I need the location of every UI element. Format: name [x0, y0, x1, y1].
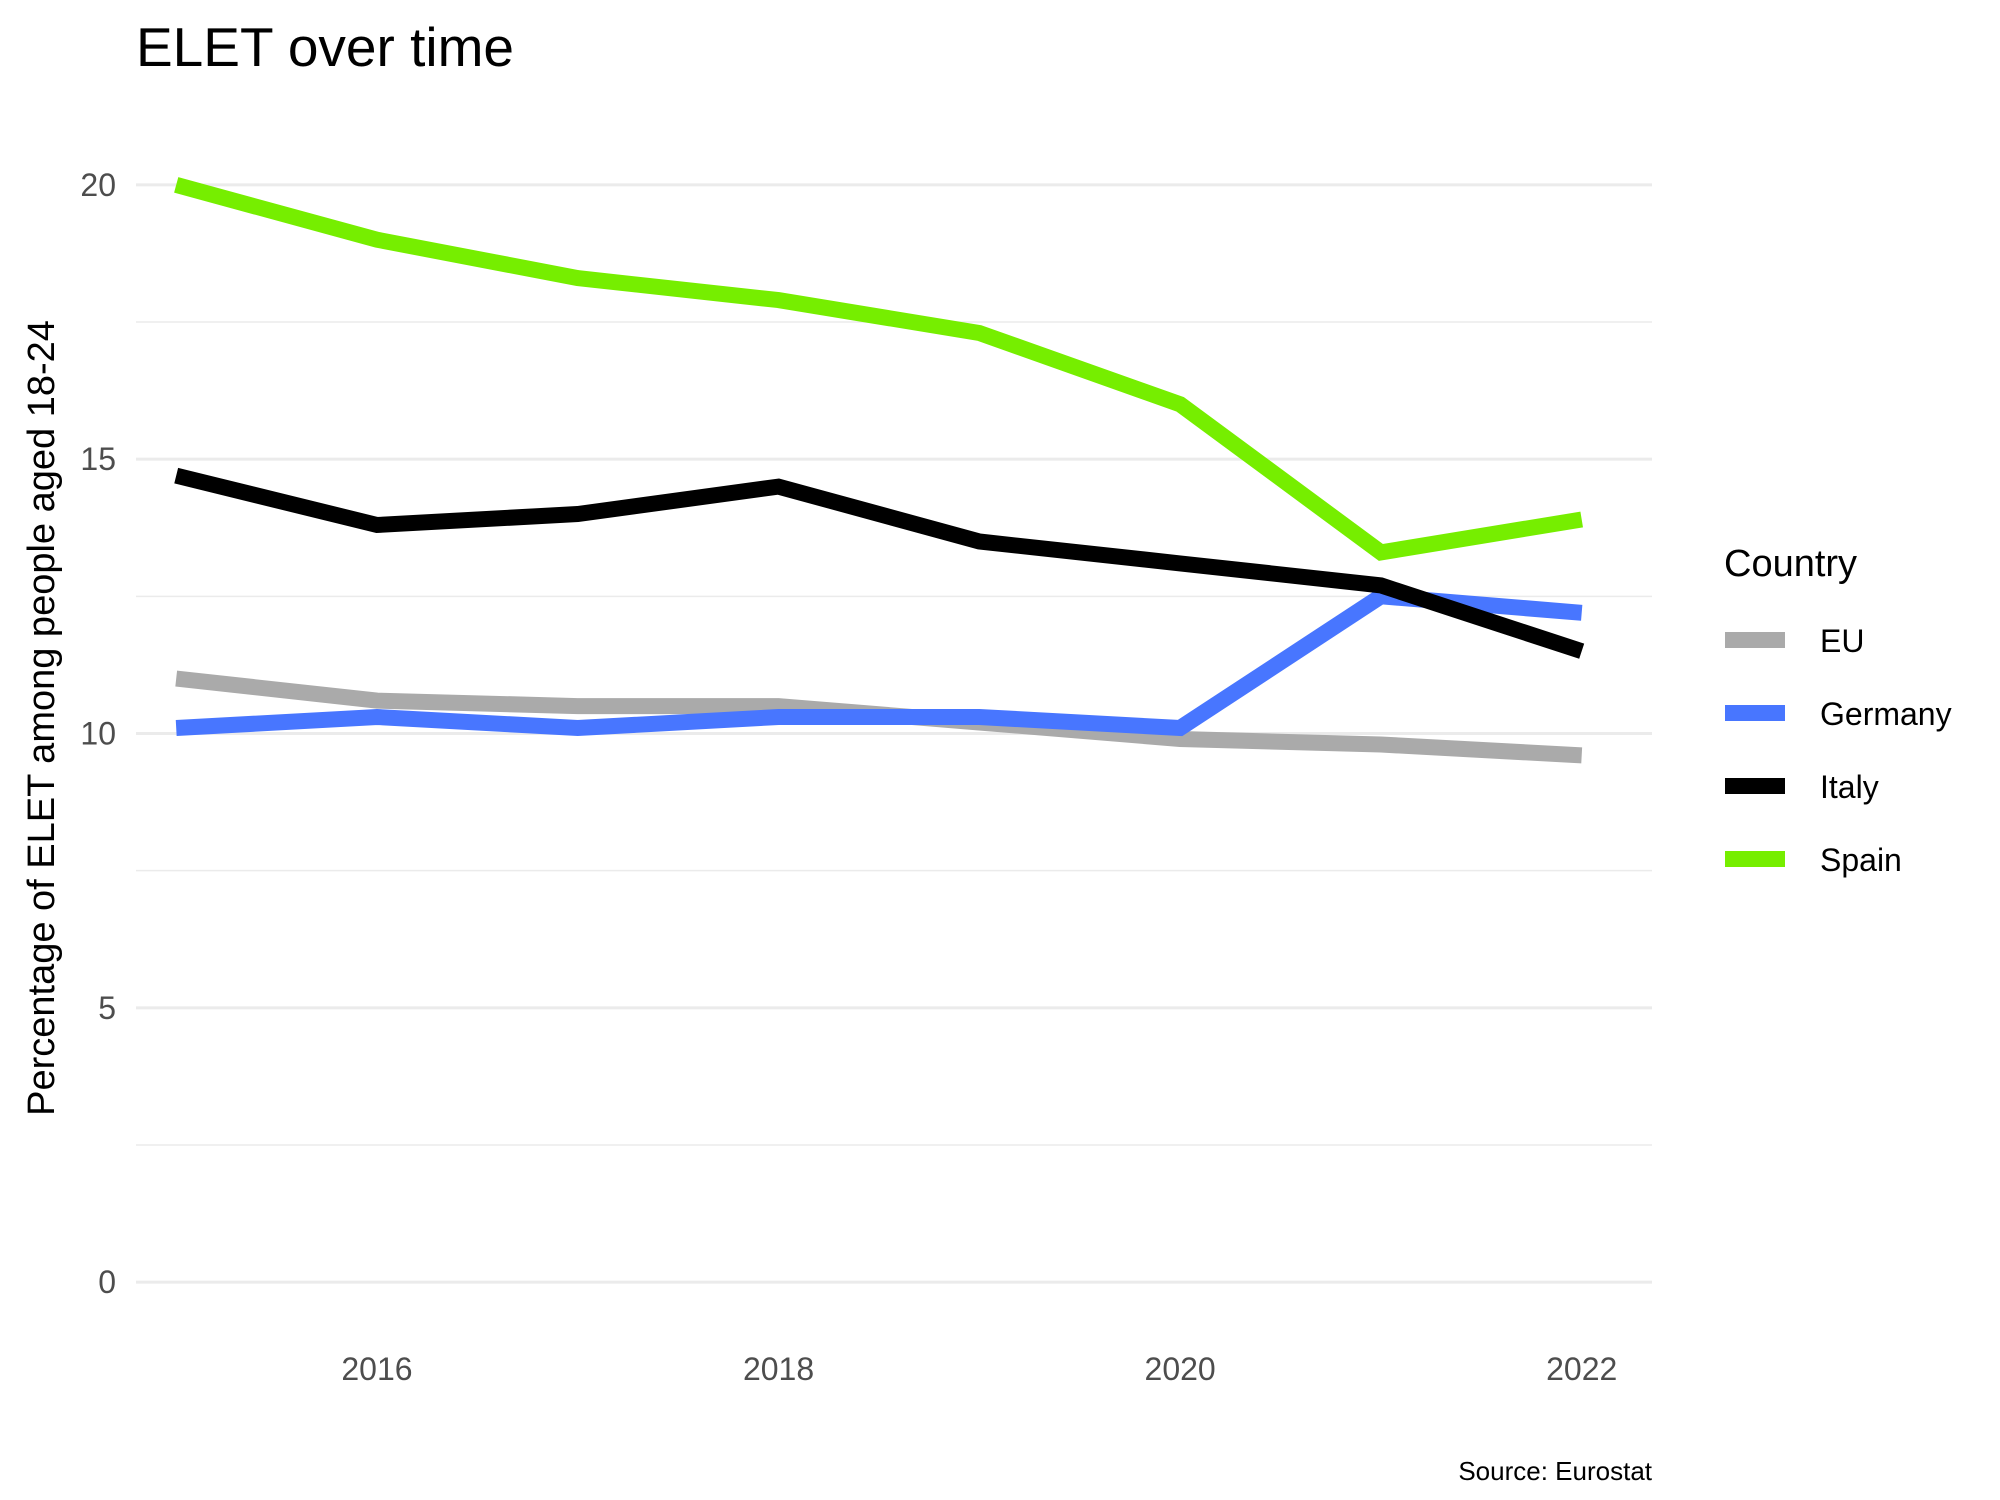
legend-label-italy: Italy [1820, 769, 1879, 805]
series-line-italy [174, 467, 1585, 659]
series-line-germany [175, 588, 1583, 737]
x-tick-label: 2016 [341, 1351, 412, 1387]
x-tick-label: 2018 [743, 1351, 814, 1387]
legend-label-eu: EU [1820, 623, 1864, 659]
chart-title: ELET over time [136, 16, 514, 78]
y-axis-label: Percentage of ELET among people aged 18-… [21, 320, 63, 1116]
y-tick-label: 10 [80, 716, 116, 752]
y-tick-label: 5 [98, 990, 116, 1026]
x-tick-labels: 2016 2018 2020 2022 [341, 1351, 1617, 1387]
grid [136, 183, 1652, 1284]
legend: Country EU Germany Italy Spain [1724, 543, 1952, 878]
y-tick-label: 20 [80, 167, 116, 203]
source-caption: Source: Eurostat [1458, 1456, 1652, 1486]
legend-label-spain: Spain [1820, 842, 1902, 878]
y-tick-label: 15 [80, 441, 116, 477]
x-tick-label: 2020 [1145, 1351, 1216, 1387]
series-lines [174, 177, 1585, 764]
legend-label-germany: Germany [1820, 696, 1952, 732]
x-tick-label: 2022 [1546, 1351, 1617, 1387]
y-tick-labels: 0 5 10 15 20 [80, 167, 116, 1300]
legend-title: Country [1724, 543, 1857, 585]
y-tick-label: 0 [98, 1264, 116, 1300]
series-line-spain [174, 177, 1583, 561]
